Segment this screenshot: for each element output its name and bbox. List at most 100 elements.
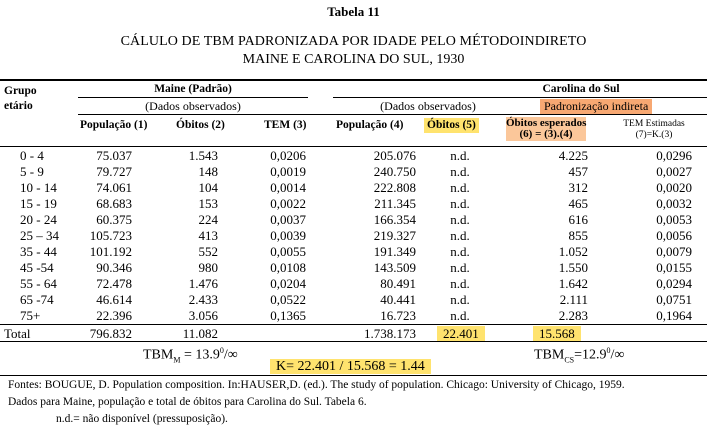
header-maine: Maine (Padrão) (154, 83, 232, 95)
tbm-cs: TBMCS=12.90/∞ (534, 343, 624, 367)
cell-tem7: 0,0079 (656, 244, 692, 259)
cell-tem7: 0,0056 (656, 228, 692, 243)
cell-pop1: 105.723 (89, 228, 132, 243)
cell-pop4: 191.349 (373, 244, 416, 259)
cell-tem7: 0,1964 (656, 308, 692, 323)
cell-obitos6: 4.225 (558, 148, 588, 163)
rule-under-maine (78, 97, 308, 98)
cell-pop4: 80.491 (380, 276, 416, 291)
cell-obitos5: n.d. (450, 292, 470, 307)
cell-pop1: 60.375 (96, 212, 132, 227)
cell-tem3: 0,0206 (270, 148, 306, 163)
cell-obitos2: 980 (198, 260, 219, 275)
cell-obitos2: 224 (198, 212, 219, 227)
cell-pop1: 22.396 (96, 308, 132, 323)
cell-obitos5: n.d. (450, 276, 470, 291)
header-obitos-esperados: Óbitos esperados (6) = (3).(4) (506, 117, 586, 141)
tbm-cs-sub: CS (564, 355, 575, 365)
total-label: Total (4, 326, 31, 341)
table-title-line1: CÁLULO DE TBM PADRONIZADA POR IDADE PELO… (120, 34, 587, 49)
cell-tem7: 0,0751 (656, 292, 692, 307)
cell-grupo: 10 - 14 (20, 180, 57, 195)
rule-under-header (0, 146, 707, 147)
cell-pop1: 74.061 (96, 180, 132, 195)
cell-obitos6: 457 (568, 164, 589, 179)
cell-obitos2: 153 (198, 196, 219, 211)
header-tem3: TEM (3) (264, 119, 307, 131)
header-padronizacao: Padronização indireta (540, 99, 653, 114)
tbm-cs-prefix: TBM (534, 347, 565, 363)
cell-pop4: 222.808 (373, 180, 416, 195)
total-pop4: 1.738.173 (364, 326, 416, 341)
cell-pop1: 101.192 (89, 244, 132, 259)
header-obitos-esperados-line1: Óbitos esperados (506, 117, 587, 129)
cell-obitos5: n.d. (450, 180, 470, 195)
cell-tem3: 0,0019 (270, 164, 306, 179)
cell-tem7: 0,0053 (656, 212, 692, 227)
cell-obitos2: 3.056 (188, 308, 218, 323)
tbm-maine-suffix: /∞ (223, 347, 238, 363)
total-obitos6: 15.568 (533, 326, 581, 341)
table-label: Tabela 11 (327, 4, 380, 19)
cell-tem3: 0,0037 (270, 212, 306, 227)
total-obitos5: 22.401 (437, 326, 485, 341)
tbm-maine-value: = 13.9 (180, 347, 220, 363)
cell-obitos2: 104 (198, 180, 219, 195)
header-grupo-line2: etário (4, 100, 33, 112)
rule-bottom (0, 375, 707, 376)
table-top-rule (0, 79, 707, 81)
tbm-maine-sup: 0 (219, 346, 224, 355)
cell-pop4: 240.750 (373, 164, 416, 179)
header-tem-estimadas: TEM Estimadas (7)=K.(3) (608, 119, 700, 141)
header-tem-est-line1: TEM Estimadas (623, 119, 685, 129)
tbm-maine-sub: M (173, 355, 181, 365)
cell-grupo: 15 - 19 (20, 196, 57, 211)
cell-tem7: 0,0020 (656, 180, 692, 195)
header-dados-maine: (Dados observados) (145, 99, 241, 113)
cell-pop1: 68.683 (96, 196, 132, 211)
cell-obitos6: 1.550 (558, 260, 588, 275)
rule-above-total (0, 324, 707, 325)
cell-obitos2: 148 (198, 164, 219, 179)
cell-obitos5: n.d. (450, 244, 470, 259)
cell-grupo: 75+ (20, 308, 41, 323)
cell-pop4: 211.345 (374, 196, 416, 211)
header-tem-est-line2: (7)=K.(3) (635, 130, 673, 140)
cell-grupo: 55 - 64 (20, 276, 57, 291)
cell-tem3: 0,1365 (270, 308, 306, 323)
cell-obitos6: 2.283 (558, 308, 588, 323)
footnote-source: Fontes: BOUGUE, D. Population compositio… (8, 379, 625, 391)
cell-obitos6: 465 (568, 196, 589, 211)
cell-obitos6: 855 (568, 228, 589, 243)
cell-obitos6: 312 (568, 180, 589, 195)
cell-grupo: 5 - 9 (20, 164, 44, 179)
cell-tem3: 0,0039 (270, 228, 306, 243)
cell-tem3: 0,0108 (270, 260, 306, 275)
total-obitos2: 11.082 (182, 326, 218, 341)
cell-grupo: 0 - 4 (20, 148, 44, 163)
cell-tem7: 0,0027 (656, 164, 692, 179)
cell-obitos5: n.d. (450, 196, 470, 211)
cell-obitos6: 1.052 (558, 244, 588, 259)
cell-grupo: 25 – 34 (20, 228, 59, 243)
cell-obitos2: 1.543 (188, 148, 218, 163)
footnote-nd: n.d.= não disponível (pressuposição). (56, 413, 228, 425)
cell-obitos2: 1.476 (188, 276, 218, 291)
cell-tem3: 0,0014 (270, 180, 306, 195)
header-dados-carolina: (Dados observados) (380, 99, 476, 113)
cell-obitos6: 1.642 (558, 276, 588, 291)
cell-obitos5: n.d. (450, 308, 470, 323)
cell-obitos2: 413 (198, 228, 219, 243)
header-obitos5: Óbitos (5) (424, 118, 479, 133)
header-obitos2: Óbitos (2) (176, 119, 225, 131)
total-pop1: 796.832 (89, 326, 132, 341)
cell-pop4: 219.327 (373, 228, 416, 243)
cell-pop4: 16.723 (380, 308, 416, 323)
header-pop1: População (1) (80, 119, 148, 131)
header-obitos-esperados-line2: (6) = (3).(4) (519, 128, 573, 140)
cell-pop4: 143.509 (373, 260, 416, 275)
tbm-cs-suffix: /∞ (610, 347, 625, 363)
tbm-cs-sup: 0 (606, 346, 611, 355)
cell-obitos6: 2.111 (559, 292, 588, 307)
cell-grupo: 20 - 24 (20, 212, 57, 227)
